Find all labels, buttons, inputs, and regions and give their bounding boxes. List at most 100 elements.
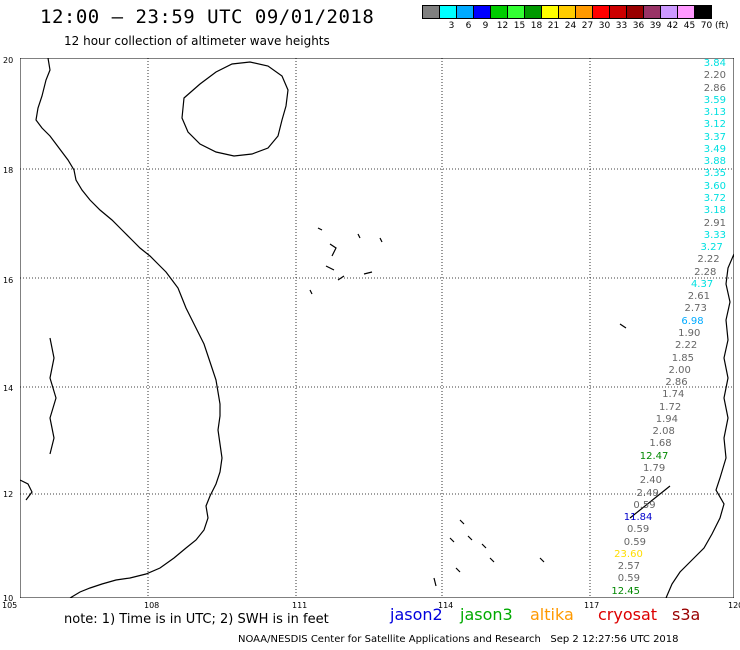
latitude-label: 16	[3, 276, 14, 285]
scale-label: 33	[615, 21, 628, 31]
wave-height-value: 2.22	[674, 340, 698, 352]
scale-label: 6	[465, 21, 472, 31]
scale-label: 42	[666, 21, 679, 31]
scale-swatch	[456, 5, 474, 19]
wave-height-value: 3.72	[703, 193, 726, 204]
scale-swatch	[592, 5, 610, 19]
page-title: 12:00 – 23:59 UTC 09/01/2018	[40, 6, 375, 28]
wave-height-value: 1.85	[671, 352, 694, 364]
timestamp: Sep 2 12:27:56 UTC 2018	[550, 634, 679, 645]
wave-height-value: 2.73	[684, 303, 707, 315]
scale-swatch	[660, 5, 678, 19]
scale-swatch	[643, 5, 661, 19]
wave-height-value: 2.40	[639, 475, 662, 487]
wave-height-value: 1.90	[678, 328, 701, 339]
wave-height-value: 0.59	[633, 499, 656, 511]
wave-height-value: 3.88	[703, 156, 726, 168]
scale-label: 70	[700, 21, 713, 31]
scale-swatch	[609, 5, 627, 19]
wave-height-value: 4.37	[690, 278, 714, 290]
wave-height-value: 1.68	[649, 438, 672, 450]
hainan-outline	[181, 61, 289, 157]
wave-height-value: 2.61	[687, 291, 710, 303]
color-scale	[422, 5, 712, 19]
scale-label: 36	[632, 21, 645, 31]
scale-label: 9	[482, 21, 489, 31]
wave-height-value: 2.49	[636, 487, 659, 499]
wave-height-value: 3.35	[703, 168, 726, 180]
legend-entry-jason3: jason3	[460, 605, 513, 624]
wave-height-value: 2.20	[703, 70, 726, 82]
wave-height-value: 3.13	[703, 107, 726, 119]
color-scale-labels: 3 6 9 12 15 18 21 24 27 30 33 36 39 42 45 70 (ft)	[426, 21, 729, 31]
scale-label: 18	[530, 21, 543, 31]
wave-height-value: 11.84	[623, 512, 653, 524]
graticule	[20, 58, 734, 598]
map-frame	[19, 57, 735, 599]
coastline	[19, 57, 735, 599]
scale-swatch	[558, 5, 576, 19]
scale-label: 21	[547, 21, 560, 31]
scale-swatch	[473, 5, 491, 19]
scale-swatch	[490, 5, 508, 19]
wave-height-value: 2.28	[694, 266, 717, 278]
wave-height-value: 6.98	[681, 315, 704, 327]
wave-height-value: 12.47	[639, 450, 669, 462]
luzon-coastline	[665, 253, 735, 599]
legend-entry-altika: altika	[530, 605, 574, 624]
wave-height-value: 1.74	[662, 389, 685, 401]
scale-label: 27	[581, 21, 594, 31]
longitude-label: 120	[728, 601, 740, 610]
footer-credit: NOAA/NESDIS Center for Satellite Applica…	[238, 634, 679, 645]
latitude-label: 14	[3, 384, 14, 393]
latitude-label: 10	[3, 594, 14, 603]
wave-height-value: 0.59	[623, 536, 646, 548]
wave-height-value: 1.94	[655, 413, 678, 425]
wave-height-value: 2.91	[703, 217, 726, 229]
longitude-label: 114	[438, 601, 454, 610]
scale-swatch	[507, 5, 525, 19]
scale-label: 12	[496, 21, 509, 31]
wave-height-value: 2.22	[697, 254, 720, 266]
wave-height-value: 3.33	[703, 229, 726, 241]
wave-height-value: 2.86	[703, 82, 726, 94]
wave-height-value: 2.00	[668, 364, 691, 376]
spratly-islands	[433, 519, 545, 587]
scale-unit: (ft)	[715, 21, 729, 31]
wave-height-value: 3.18	[703, 205, 726, 217]
wave-height-value: 23.60	[614, 548, 643, 560]
wave-height-value: 2.08	[652, 426, 675, 438]
wave-height-value: 0.59	[626, 524, 650, 536]
wave-height-value: 1.79	[642, 463, 666, 474]
longitude-label: 117	[584, 601, 600, 610]
longitude-label: 111	[292, 601, 308, 610]
wave-height-value: 3.37	[703, 131, 726, 143]
latitude-label: 18	[3, 166, 14, 175]
scale-label: 45	[683, 21, 696, 31]
scale-swatch	[439, 5, 457, 19]
scale-swatch	[626, 5, 644, 19]
gulf-coastline	[19, 479, 33, 501]
legend-entry-jason2: jason2	[390, 605, 443, 624]
legend-entry-cryosat: cryosat	[598, 605, 658, 624]
scale-label: 15	[513, 21, 526, 31]
scale-swatch	[541, 5, 559, 19]
scale-label: 30	[598, 21, 611, 31]
scale-swatch	[694, 5, 712, 19]
wave-height-value: 3.59	[703, 94, 726, 106]
scale-label: 3	[448, 21, 455, 31]
latitude-label: 12	[3, 490, 14, 499]
wave-height-value: 3.49	[703, 143, 726, 155]
wave-height-value: 3.12	[703, 119, 726, 131]
wave-height-value: 1.72	[658, 401, 682, 413]
west-coast	[49, 337, 57, 455]
scale-swatch	[575, 5, 593, 19]
wave-height-value: 3.84	[703, 58, 726, 69]
scale-label: 39	[649, 21, 662, 31]
wave-height-value: 12.45	[611, 585, 640, 597]
scale-swatch	[422, 5, 440, 19]
scale-swatch	[677, 5, 695, 19]
paracel-islands	[309, 227, 383, 295]
wave-height-value: 2.57	[617, 561, 640, 573]
legend-entry-s3a: s3a	[672, 605, 701, 624]
